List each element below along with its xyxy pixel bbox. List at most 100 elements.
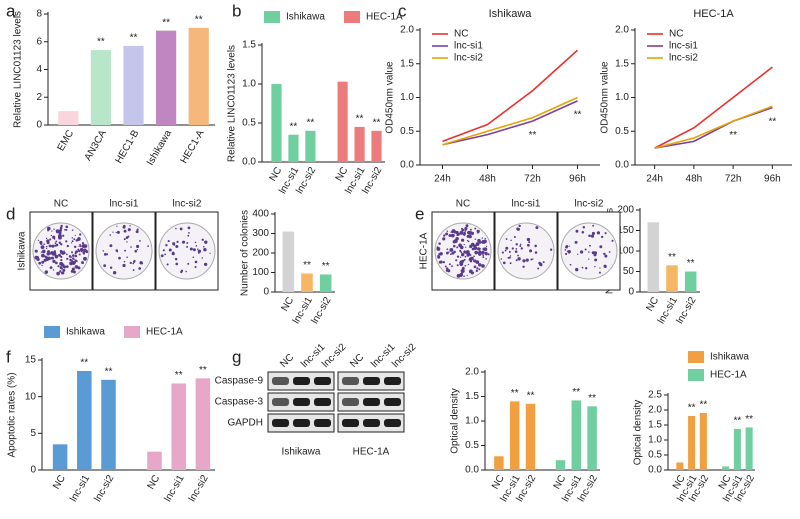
x-tick-label: 48h [479, 174, 496, 185]
colony [481, 239, 486, 244]
colony [460, 252, 465, 257]
colony [187, 262, 190, 265]
colony [582, 226, 586, 229]
bar [155, 30, 177, 125]
colony [584, 248, 587, 251]
colony [103, 253, 107, 256]
colony [502, 261, 506, 265]
bar [58, 111, 79, 125]
bar [722, 466, 730, 470]
y-tick-label: 1.5 [465, 391, 479, 402]
colony [474, 250, 478, 255]
line [442, 100, 578, 146]
colony [453, 230, 457, 234]
colony [463, 258, 466, 261]
colony [41, 253, 45, 258]
y-tick-label: 0.5 [615, 126, 629, 137]
colony [62, 234, 65, 237]
colony [45, 247, 48, 250]
significance-label: ** [162, 17, 170, 28]
colony [75, 250, 79, 254]
blot-band [293, 398, 310, 406]
x-tick-label: NC [644, 295, 661, 313]
colony [167, 239, 170, 243]
colony [55, 240, 58, 243]
colony [581, 231, 585, 234]
colony [579, 250, 584, 254]
lane-label: NC [348, 352, 366, 370]
colony [61, 251, 65, 255]
bar [684, 271, 697, 292]
colony [132, 269, 135, 271]
colony [192, 248, 196, 252]
blot-band [314, 398, 331, 406]
colony [456, 264, 459, 267]
legend-label: lnc-si1 [669, 41, 698, 52]
colony [197, 252, 200, 254]
bar [288, 134, 299, 162]
colony [102, 250, 105, 252]
significance-label: ** [97, 37, 105, 48]
colony [85, 250, 89, 254]
significance-label: ** [529, 130, 537, 141]
colony [449, 248, 454, 252]
colony [116, 250, 119, 253]
y-tick-label: 0.5 [400, 126, 414, 137]
colony [604, 232, 607, 235]
colony [74, 245, 77, 249]
blot-band [363, 419, 380, 427]
bar [733, 428, 741, 470]
colony [608, 251, 611, 253]
colony [438, 260, 442, 264]
colony [124, 249, 127, 252]
colony [141, 262, 144, 265]
colony [134, 249, 138, 253]
colony [485, 258, 487, 260]
colony [78, 245, 80, 247]
colony [564, 249, 567, 251]
x-tick-label: NC [51, 473, 68, 491]
colony [450, 230, 454, 234]
significance-label: ** [303, 260, 311, 271]
colony [49, 252, 53, 255]
colony [471, 244, 474, 247]
bar [282, 231, 295, 292]
colony [172, 251, 174, 253]
legend-label: HEC-1A [146, 327, 183, 338]
colony [475, 242, 480, 246]
colony [171, 251, 175, 256]
colony [126, 256, 128, 258]
colony [456, 233, 459, 237]
colony [46, 241, 50, 245]
colony [123, 260, 126, 263]
plate [95, 222, 153, 280]
colony [596, 231, 601, 235]
y-tick-label: 0 [30, 465, 36, 476]
x-tick-label: 72h [725, 174, 742, 185]
colony [575, 229, 579, 233]
significance-label: ** [511, 388, 519, 399]
line [442, 96, 578, 146]
colony [162, 249, 165, 252]
blot-band [384, 419, 401, 427]
colony [464, 229, 467, 231]
colony [464, 255, 467, 258]
colony [456, 273, 461, 278]
colony [136, 228, 139, 231]
y-tick-label: 5 [30, 428, 36, 439]
colony [51, 244, 55, 248]
colony [63, 266, 65, 268]
colony [534, 244, 537, 248]
colony [456, 246, 459, 249]
blot-band [384, 377, 401, 385]
colony [511, 247, 514, 250]
colony [42, 249, 46, 253]
colony [66, 244, 69, 248]
colony [182, 240, 186, 244]
colony [36, 256, 39, 258]
colony [436, 248, 438, 251]
colony [58, 254, 60, 256]
plate [434, 222, 492, 280]
significance-label: ** [729, 130, 737, 141]
panel-label: g [232, 347, 241, 366]
